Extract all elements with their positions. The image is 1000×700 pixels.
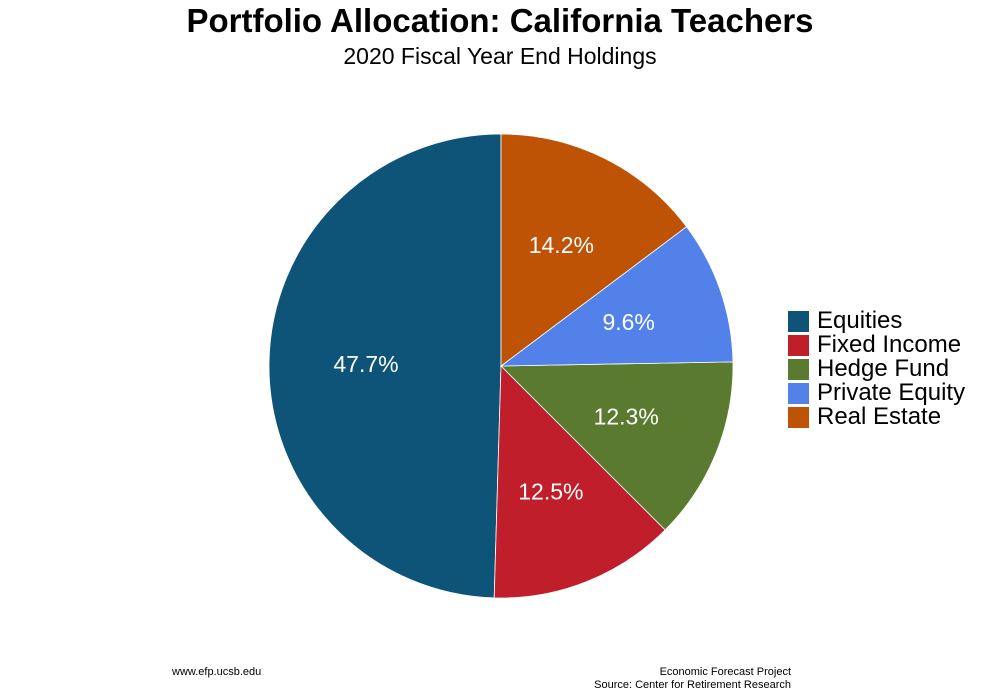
data-label-real-estate: 14.2% (529, 232, 594, 258)
chart-title: Portfolio Allocation: California Teacher… (186, 2, 814, 39)
pie-slice-equities (268, 133, 502, 599)
chart-subtitle: 2020 Fiscal Year End Holdings (343, 43, 657, 69)
pie-slice-fixed-income (493, 365, 666, 599)
legend-label: Fixed Income (817, 331, 962, 358)
legend-label: Hedge Fund (817, 355, 950, 382)
footer-credits: Economic Forecast Project Source: Center… (594, 666, 791, 692)
data-label-equities: 47.7% (333, 351, 398, 377)
data-label-private-equity: 9.6% (602, 309, 654, 335)
legend-item-fixed-income: Fixed Income (788, 333, 965, 357)
footer-website: www.efp.ucsb.edu (172, 666, 262, 678)
data-label-fixed-income: 12.5% (518, 478, 583, 504)
legend-label: Private Equity (817, 379, 966, 406)
legend-swatch (788, 406, 809, 428)
legend-item-real-estate: Real Estate (788, 405, 965, 429)
legend-label: Equities (817, 307, 903, 334)
footer-source: Source: Center for Retirement Research (594, 679, 791, 691)
footer-project: Economic Forecast Project (659, 666, 791, 678)
legend-swatch (788, 358, 809, 380)
pie-slice-real-estate (500, 133, 688, 367)
legend-swatch (788, 310, 809, 332)
legend-label: Real Estate (817, 403, 942, 430)
pie-slice-private-equity (499, 226, 734, 367)
legend-swatch (788, 382, 809, 404)
legend-swatch (788, 334, 809, 356)
legend-item-private-equity: Private Equity (788, 381, 965, 405)
data-label-hedge-fund: 12.3% (594, 403, 659, 429)
legend-item-equities: Equities (788, 309, 965, 333)
pie-slice-hedge-fund (500, 361, 734, 531)
legend-item-hedge-fund: Hedge Fund (788, 357, 965, 381)
chart-legend: Equities Fixed Income Hedge Fund Private Eq… (788, 309, 965, 429)
